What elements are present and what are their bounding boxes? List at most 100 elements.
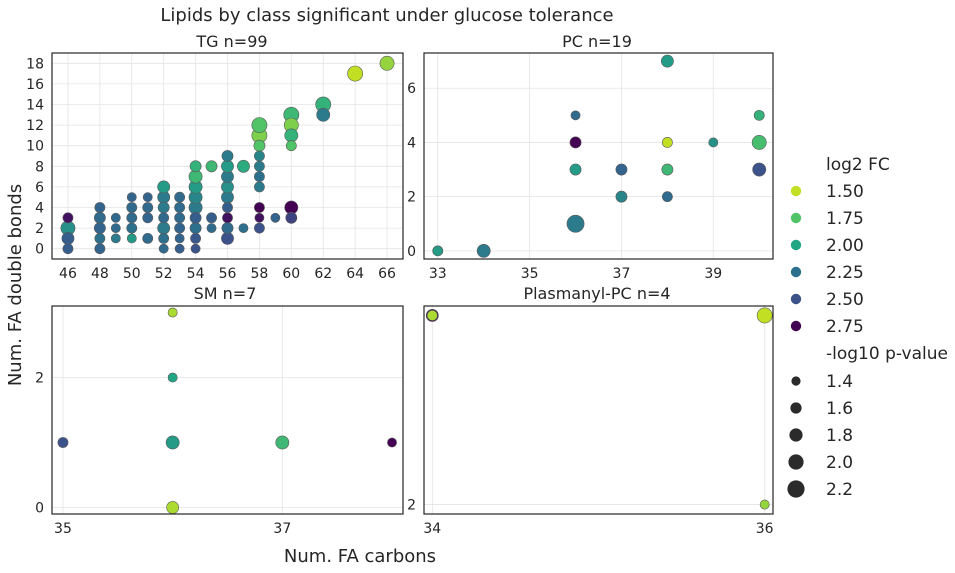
- legend-size-marker: [787, 480, 805, 498]
- plot-frame: [51, 305, 404, 515]
- scatter-point: [476, 243, 491, 258]
- scatter-point: [570, 110, 581, 121]
- scatter-point: [426, 310, 438, 321]
- x-tick-label: 37: [613, 266, 631, 282]
- x-tick-label: 64: [346, 266, 364, 282]
- scatter-point: [615, 190, 628, 203]
- scatter-point: [432, 245, 444, 257]
- legend-hue-marker: [790, 320, 802, 332]
- scatter-point: [142, 232, 154, 244]
- legend-size-label: 2.2: [826, 480, 853, 500]
- scatter-point: [93, 211, 106, 224]
- legend-size-marker: [791, 376, 801, 386]
- scatter-point: [221, 150, 234, 162]
- scatter-point: [221, 231, 234, 245]
- scatter-point: [174, 212, 186, 224]
- scatter-point: [251, 117, 268, 133]
- y-tick-label: 2: [35, 371, 44, 387]
- scatter-point: [189, 222, 202, 234]
- scatter-point: [158, 243, 169, 254]
- y-tick-label: 0: [407, 244, 416, 260]
- scatter-point: [708, 137, 719, 148]
- scatter-point: [167, 372, 178, 383]
- legend-size-label: 2.0: [826, 453, 853, 473]
- legend-hue-marker: [790, 239, 802, 251]
- scatter-point: [254, 160, 265, 172]
- panel-plasmanyl-pc: 34 36 2: [407, 305, 774, 537]
- legend-hue-marker: [790, 293, 802, 305]
- scatter-point: [275, 435, 290, 450]
- scatter-point: [158, 212, 170, 224]
- legend-hue-label: 2.50: [826, 290, 864, 310]
- legend-size-label: 1.4: [826, 372, 853, 392]
- scatter-point: [110, 212, 121, 223]
- scatter-point: [126, 192, 137, 203]
- y-tick-label: 14: [26, 98, 44, 114]
- y-tick-label: 8: [35, 159, 44, 175]
- y-tick-label: 6: [35, 180, 44, 196]
- y-tick-label: 6: [407, 81, 416, 97]
- legend-hue-label: 1.50: [826, 182, 864, 202]
- scatter-point: [756, 307, 773, 324]
- scatter-point: [62, 212, 74, 224]
- legend-hue-label: 2.25: [826, 263, 864, 283]
- plot-frame: [51, 52, 404, 260]
- scatter-point: [221, 222, 234, 234]
- scatter-point: [285, 211, 298, 224]
- scatter-point: [62, 243, 74, 255]
- scatter-point: [174, 222, 186, 234]
- scatter-point: [206, 212, 217, 224]
- y-tick-label: 4: [407, 135, 416, 151]
- legend-size-marker: [788, 454, 804, 470]
- x-tick-label: 36: [756, 521, 774, 537]
- scatter-point: [142, 212, 154, 224]
- scatter-point: [759, 499, 770, 510]
- scatter-point: [254, 181, 265, 193]
- x-tick-label: 39: [704, 266, 722, 282]
- legend-hue-label: 1.75: [826, 209, 864, 229]
- scatter-point: [126, 202, 138, 213]
- scatter-point: [661, 191, 673, 203]
- x-tick-label: 60: [282, 266, 300, 282]
- scatter-point: [158, 232, 170, 244]
- scatter-point: [189, 211, 202, 224]
- legend-size-marker: [789, 428, 803, 442]
- scatter-point: [94, 232, 106, 244]
- x-tick-label: 58: [250, 266, 268, 282]
- panel-pc: 33 35 37 39 0 2 4 6: [407, 52, 774, 282]
- plot-frame: [423, 52, 774, 260]
- scatter-point: [126, 222, 138, 234]
- plot-frame: [423, 305, 774, 515]
- legend-size-marker: [790, 402, 802, 414]
- panel-sm: 35 37 0 2: [35, 305, 404, 537]
- scatter-point: [253, 139, 266, 152]
- x-tick-label: 66: [378, 266, 396, 282]
- scatter-point: [126, 233, 137, 244]
- scatter-point: [61, 231, 75, 245]
- legend: log2 FC 1.50 1.75 2.00 2.25 2.50 2.75 -log10 p-…: [787, 155, 948, 500]
- scatter-point: [174, 191, 186, 203]
- scatter-point: [569, 163, 582, 176]
- y-tick-label: 2: [407, 190, 416, 206]
- scatter-point: [347, 65, 364, 82]
- scatter-point: [167, 307, 178, 318]
- scatter-point: [254, 202, 265, 213]
- scatter-point: [110, 233, 121, 244]
- legend-hue-marker: [790, 266, 802, 278]
- scatter-point: [222, 212, 233, 224]
- panel-title-plasmanyl-pc: Plasmanyl-PC n=4: [523, 284, 670, 303]
- y-tick-label: 16: [26, 77, 44, 93]
- x-tick-label: 50: [123, 266, 141, 282]
- scatter-point: [174, 202, 186, 213]
- scatter-point: [157, 221, 171, 235]
- legend-hue-label: 2.75: [826, 317, 864, 337]
- scatter-point: [190, 243, 201, 254]
- legend-size-label: 1.6: [826, 399, 853, 419]
- y-tick-label: 4: [35, 201, 44, 217]
- scatter-point: [94, 243, 106, 255]
- legend-size-title: -log10 p-value: [826, 344, 948, 364]
- scatter-point: [237, 159, 250, 173]
- scatter-point: [174, 243, 185, 254]
- y-tick-label: 2: [407, 498, 416, 514]
